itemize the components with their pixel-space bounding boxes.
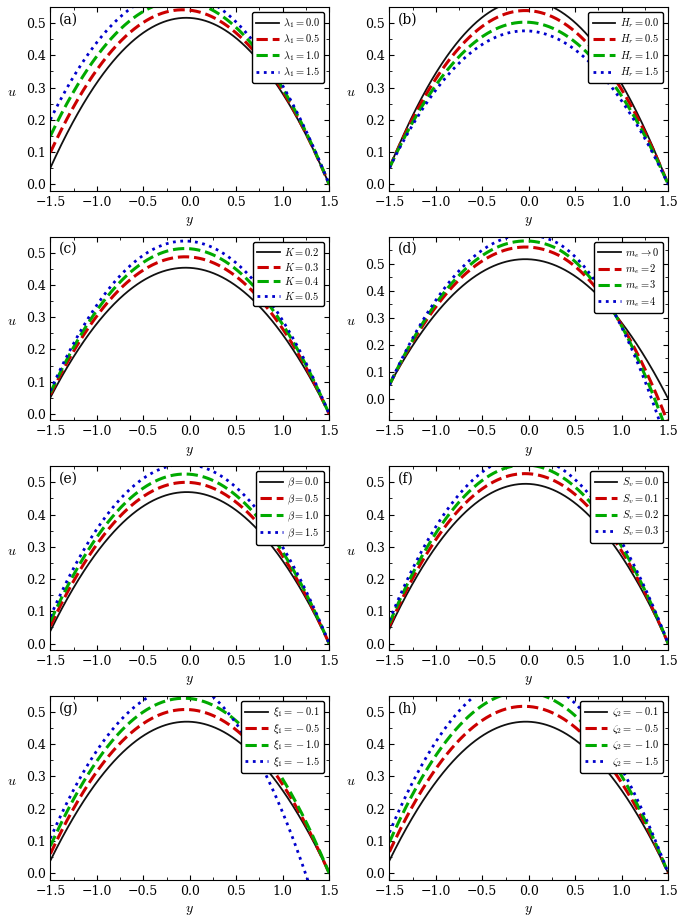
Y-axis label: $u$: $u$ [7, 85, 16, 99]
X-axis label: $y$: $y$ [186, 903, 195, 917]
Text: (e): (e) [59, 471, 77, 486]
Text: (f): (f) [398, 471, 414, 486]
Legend: $\zeta_2 = -0.1$, $\zeta_2 = -0.5$, $\zeta_2 = -1.0$, $\zeta_2 = -1.5$: $\zeta_2 = -0.1$, $\zeta_2 = -0.5$, $\ze… [580, 701, 663, 773]
Y-axis label: $u$: $u$ [346, 314, 356, 329]
X-axis label: $y$: $y$ [186, 444, 195, 457]
Y-axis label: $u$: $u$ [7, 544, 16, 558]
Legend: $\lambda_1 = 0.0$, $\lambda_1 = 0.5$, $\lambda_1 = 1.0$, $\lambda_1 = 1.5$: $\lambda_1 = 0.0$, $\lambda_1 = 0.5$, $\… [251, 12, 324, 83]
X-axis label: $y$: $y$ [186, 214, 195, 228]
Legend: $\beta = 0.0$, $\beta = 0.5$, $\beta = 1.0$, $\beta = 1.5$: $\beta = 0.0$, $\beta = 0.5$, $\beta = 1… [256, 471, 324, 545]
Y-axis label: $u$: $u$ [7, 314, 16, 329]
Y-axis label: $u$: $u$ [346, 773, 356, 787]
Legend: $\xi_1 = -0.1$, $\xi_1 = -0.5$, $\xi_1 = -1.0$, $\xi_1 = -1.5$: $\xi_1 = -0.1$, $\xi_1 = -0.5$, $\xi_1 =… [241, 701, 324, 773]
Legend: $m_e \rightarrow 0$, $m_e = 2$, $m_e = 3$, $m_e = 4$: $m_e \rightarrow 0$, $m_e = 2$, $m_e = 3… [593, 242, 663, 313]
Text: (a): (a) [59, 12, 78, 27]
X-axis label: $y$: $y$ [186, 674, 195, 687]
X-axis label: $y$: $y$ [524, 674, 533, 687]
Text: (d): (d) [398, 242, 418, 256]
Legend: $H_r = 0.0$, $H_r = 0.5$, $H_r = 1.0$, $H_r = 1.5$: $H_r = 0.0$, $H_r = 0.5$, $H_r = 1.0$, $… [588, 12, 663, 83]
Y-axis label: $u$: $u$ [346, 544, 356, 558]
Y-axis label: $u$: $u$ [7, 773, 16, 787]
X-axis label: $y$: $y$ [524, 903, 533, 917]
Text: (c): (c) [59, 242, 77, 256]
X-axis label: $y$: $y$ [524, 444, 533, 457]
X-axis label: $y$: $y$ [524, 214, 533, 228]
Text: (b): (b) [398, 12, 417, 27]
Text: (g): (g) [59, 701, 79, 716]
Legend: $S_v = 0.0$, $S_v = 0.1$, $S_v = 0.2$, $S_v = 0.3$: $S_v = 0.0$, $S_v = 0.1$, $S_v = 0.2$, $… [590, 471, 663, 542]
Legend: $K = 0.2$, $K = 0.3$, $K = 0.4$, $K = 0.5$: $K = 0.2$, $K = 0.3$, $K = 0.4$, $K = 0.… [253, 242, 324, 306]
Text: (h): (h) [398, 701, 418, 715]
Y-axis label: $u$: $u$ [346, 85, 356, 99]
